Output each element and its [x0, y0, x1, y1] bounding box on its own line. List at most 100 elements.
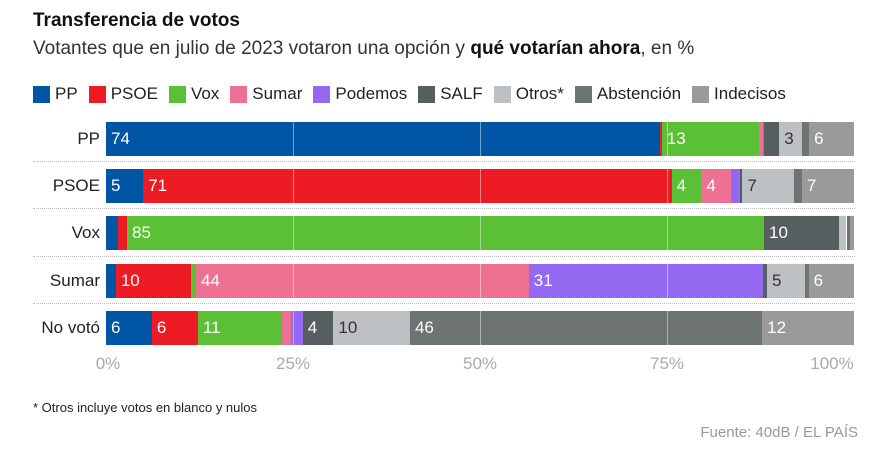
- legend-item: Vox: [168, 84, 220, 104]
- bar-segment: [196, 264, 529, 298]
- bar-segment: [762, 311, 854, 345]
- legend-label: Vox: [190, 84, 220, 103]
- legend-swatch: [33, 85, 50, 103]
- row-separator: [33, 208, 855, 209]
- row-label: PSOE: [52, 176, 100, 195]
- bar-segment: [762, 122, 765, 156]
- bar-segment: [846, 216, 851, 250]
- bar-segment: [106, 264, 116, 298]
- bar-label: 4: [307, 318, 318, 337]
- bar-label: 10: [338, 318, 358, 337]
- bar-segment: [302, 311, 334, 345]
- legend-label: PSOE: [110, 84, 158, 103]
- subtitle-suffix: , en %: [640, 38, 695, 59]
- bar-segment: [794, 169, 802, 203]
- bar-segment: [115, 264, 192, 298]
- subtitle-text: Votantes que en julio de 2023 votaron un…: [33, 38, 471, 59]
- row-separator: [33, 161, 855, 162]
- bar-label: 74: [111, 129, 130, 148]
- legend-label: SALF: [440, 84, 483, 103]
- bar-label: 5: [772, 271, 782, 290]
- legend-item: PP: [33, 84, 78, 104]
- bar-segment: [764, 122, 780, 156]
- bar-segment: [767, 264, 805, 298]
- bar-segment: [143, 169, 672, 203]
- chart-title: Transferencia de votos: [33, 10, 240, 31]
- bar-label: 7: [806, 176, 817, 195]
- legend-label: PP: [55, 84, 78, 103]
- bar-segment: [701, 169, 732, 203]
- x-tick-label: 75%: [649, 354, 685, 373]
- legend-label: Otros*: [515, 84, 564, 103]
- legend-swatch: [313, 85, 331, 103]
- legend-item: Podemos: [313, 84, 407, 104]
- bar-segment: [740, 169, 743, 203]
- legend-swatch: [168, 85, 186, 103]
- footnote: * Otros incluye votos en blanco y nulos: [33, 400, 258, 415]
- legend-swatch: [692, 85, 710, 103]
- bar-label: 31: [533, 271, 553, 290]
- bar-label: 3: [784, 129, 794, 148]
- bar-segment: [191, 264, 196, 298]
- bar-segment: [809, 122, 854, 156]
- x-tick-label: 50%: [462, 354, 498, 373]
- bar-segment: [126, 216, 765, 250]
- legend: PP PSOE Vox Sumar Podemos SALF Otros* Abstenció…: [33, 84, 786, 104]
- bar-segment: [801, 122, 810, 156]
- bar-label: 44: [201, 271, 220, 290]
- bar-segment: [808, 264, 854, 298]
- bar-label: 71: [148, 176, 168, 195]
- bar-segment: [282, 311, 292, 345]
- legend-item: Abstención: [574, 84, 681, 104]
- legend-item: SALF: [418, 84, 483, 104]
- bar-label: 6: [813, 271, 824, 290]
- bar-label: 6: [111, 318, 121, 337]
- row-label: PP: [77, 129, 100, 148]
- bar-segment: [333, 311, 410, 345]
- bar-segment: [106, 122, 660, 156]
- bar-label: 6: [814, 129, 824, 148]
- row-separator: [33, 256, 855, 257]
- bar-label: 10: [769, 223, 788, 242]
- bar-label: 11: [202, 318, 221, 337]
- legend-item: Sumar: [230, 84, 302, 104]
- legend-item: Indecisos: [692, 84, 786, 104]
- bar-segment: [839, 216, 847, 250]
- bar-segment: [291, 311, 303, 345]
- bar-segment: [742, 169, 795, 203]
- bar-label: 85: [131, 223, 151, 242]
- bar-segment: [801, 169, 854, 203]
- bar-segment: [759, 122, 763, 156]
- bar-segment: [671, 169, 702, 203]
- bar-segment: [528, 264, 764, 298]
- bar-label: 10: [120, 271, 140, 290]
- legend-swatch: [88, 85, 106, 103]
- bar-label: 6: [156, 318, 167, 337]
- legend-swatch: [493, 85, 511, 103]
- bar-segment: [151, 311, 198, 345]
- bar-label: 5: [111, 176, 121, 195]
- legend-swatch: [230, 85, 248, 103]
- subtitle-bold: qué votarían ahora: [470, 38, 641, 59]
- bar-segment: [197, 311, 283, 345]
- bar-segment: [106, 169, 144, 203]
- bar-segment: [731, 169, 741, 203]
- bar-label: 7: [747, 176, 757, 195]
- bar-segment: [850, 216, 854, 250]
- bar-segment: [661, 122, 759, 156]
- row-label: Sumar: [49, 271, 100, 290]
- bar-label: 46: [414, 318, 434, 337]
- bar-label: 4: [706, 176, 716, 195]
- gridline: [480, 118, 481, 350]
- x-tick-label: 25%: [275, 354, 311, 373]
- x-tick-label: 100%: [810, 354, 854, 373]
- chart-subtitle: Votantes que en julio de 2023 votaron un…: [33, 38, 694, 60]
- bar-segment: [764, 216, 839, 250]
- bar-segment: [659, 122, 662, 156]
- gridline: [667, 118, 668, 350]
- row-separator: [33, 303, 855, 304]
- legend-swatch: [418, 85, 436, 103]
- x-tick-label: 0%: [95, 354, 121, 373]
- gridline: [293, 118, 294, 350]
